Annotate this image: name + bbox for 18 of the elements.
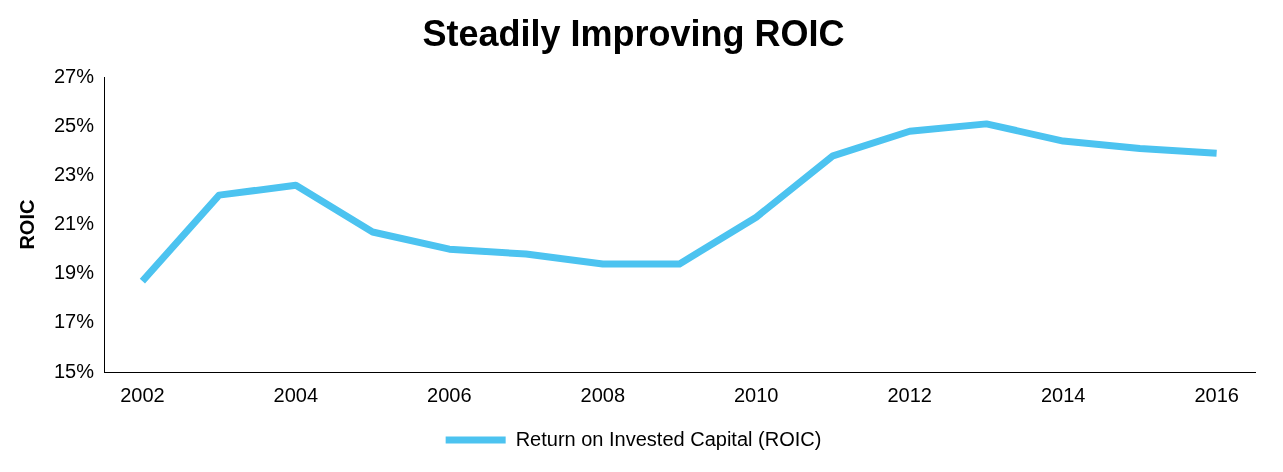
y-tick-label: 15%	[54, 359, 95, 382]
y-tick-label: 23%	[54, 162, 95, 185]
x-tick-label: 2014	[1040, 383, 1086, 406]
y-axis-title: ROIC	[15, 199, 38, 250]
x-tick-label: 2012	[887, 383, 932, 406]
x-tick-label: 2002	[120, 383, 165, 406]
y-tick-label: 27%	[54, 64, 95, 87]
x-tick-label: 2008	[580, 383, 626, 406]
legend-label: Return on Invested Capital (ROIC)	[515, 427, 822, 450]
x-tick-label: 2006	[427, 383, 472, 406]
chart-title: Steadily Improving ROIC	[422, 12, 845, 54]
y-tick-label: 21%	[54, 212, 95, 235]
y-tick-label: 25%	[54, 113, 95, 136]
x-tick-label: 2004	[273, 383, 319, 406]
x-tick-label: 2010	[734, 383, 779, 406]
y-tick-label: 19%	[54, 261, 95, 284]
x-tick-label: 2016	[1194, 383, 1239, 406]
y-tick-label: 17%	[54, 310, 95, 333]
